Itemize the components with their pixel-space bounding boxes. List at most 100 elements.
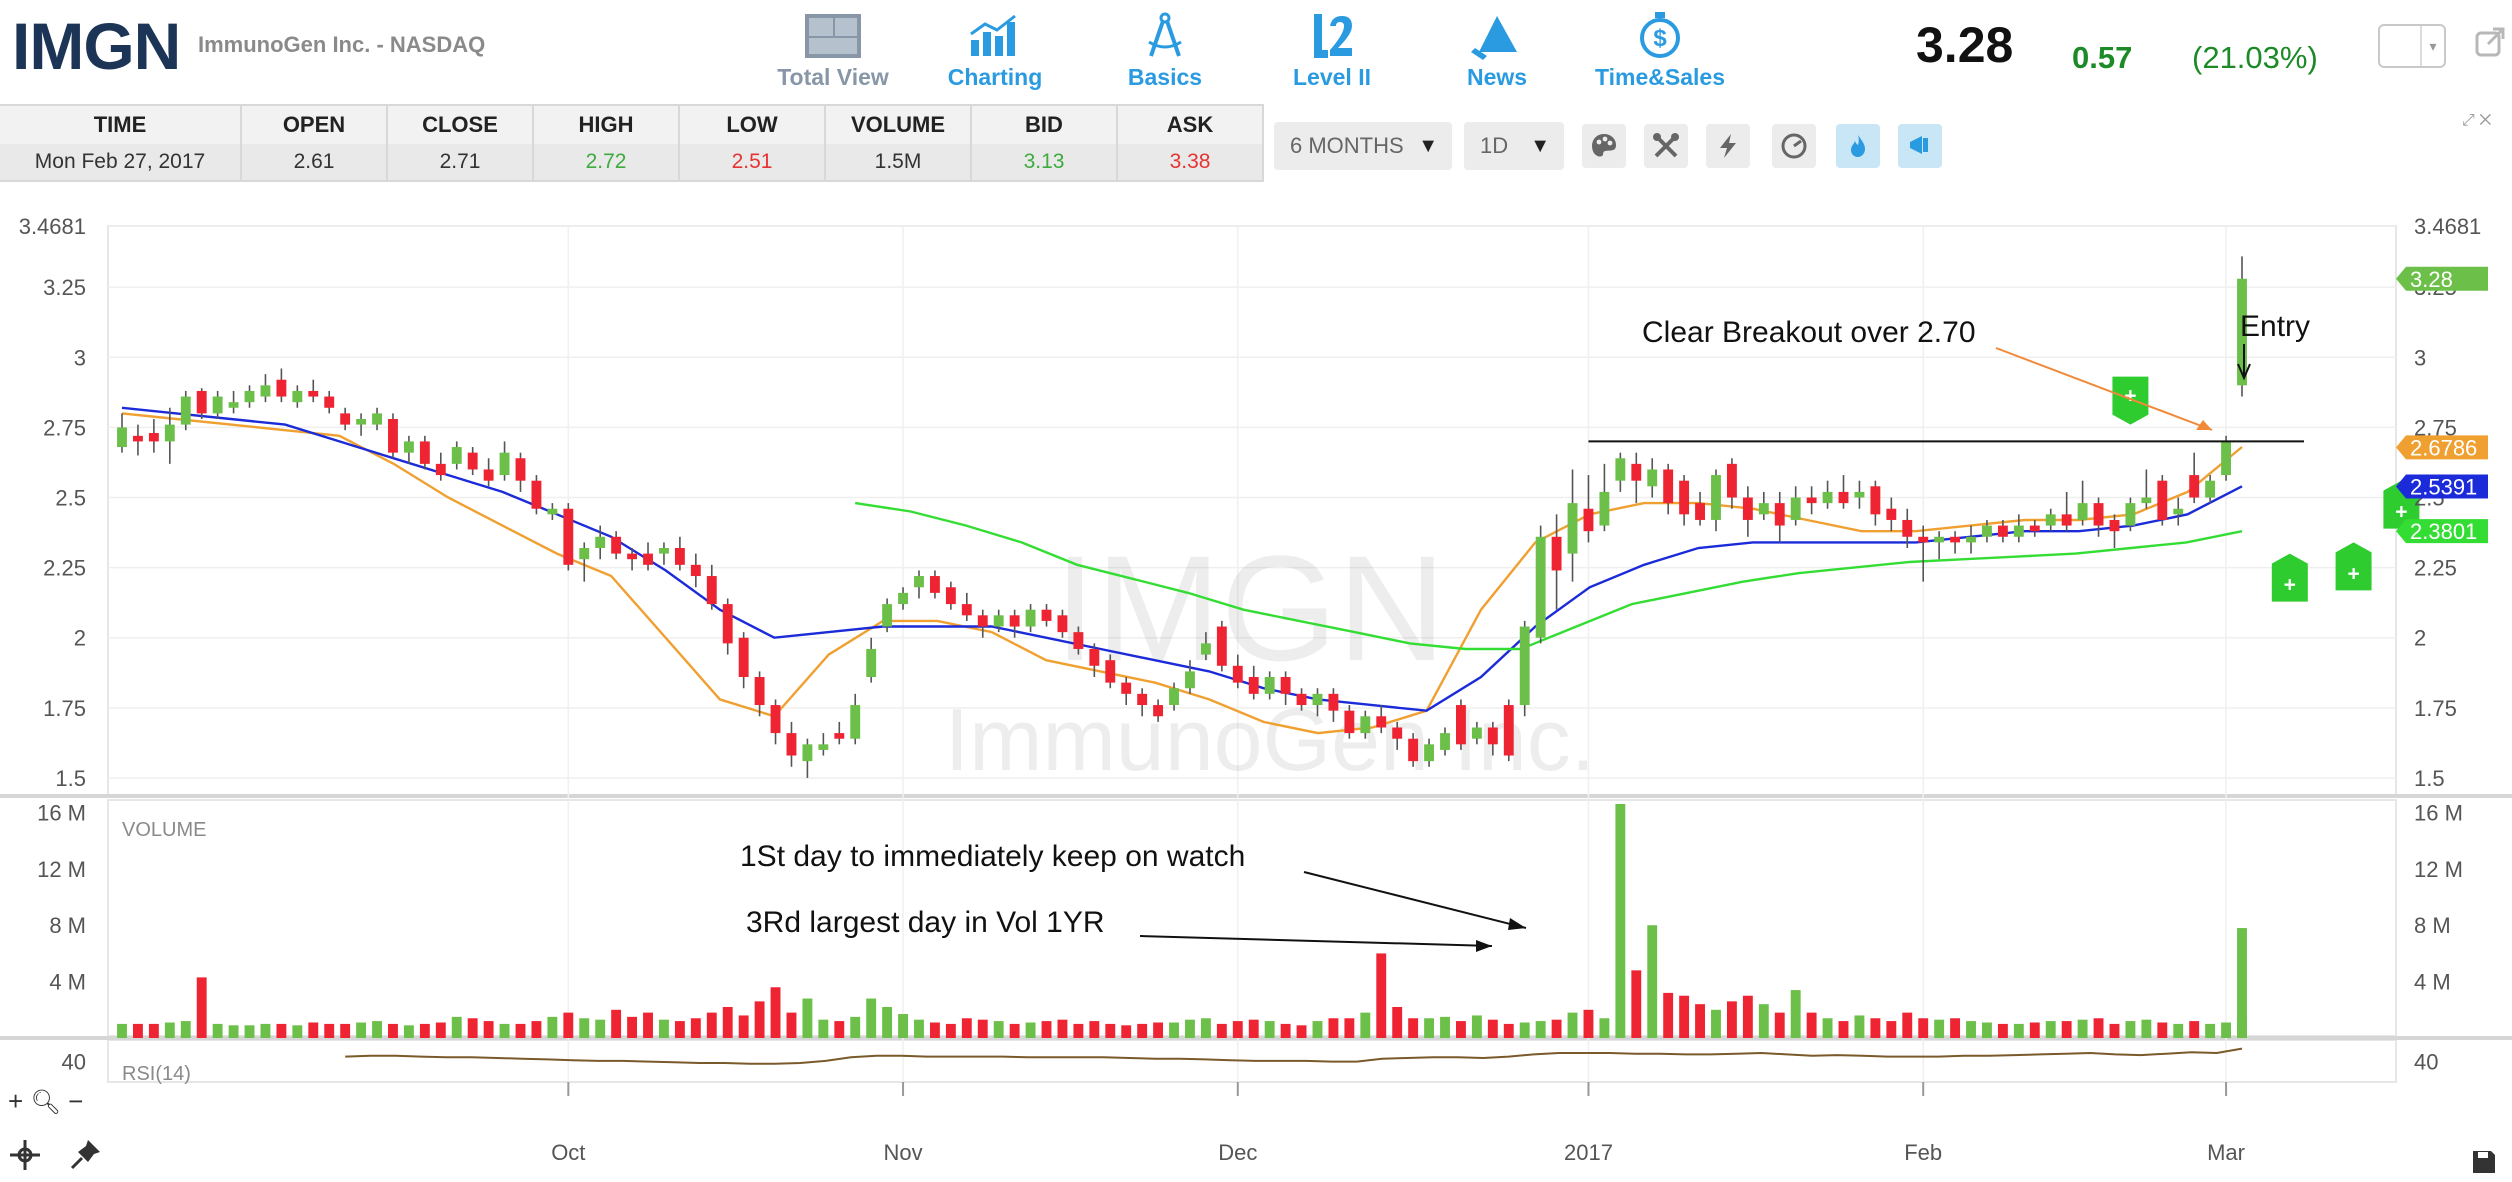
- nav-time-sales[interactable]: $ Time&Sales: [1585, 12, 1735, 91]
- volume-bar: [435, 1022, 446, 1038]
- move-icon[interactable]: [8, 1138, 42, 1172]
- candle: [1216, 620, 1227, 672]
- volume-bar: [579, 1018, 590, 1038]
- candle-body: [2221, 441, 2232, 476]
- megaphone-icon: [1471, 16, 1517, 60]
- price-tag-label: 3.28: [2410, 267, 2453, 292]
- volume-tick-right: 4 M: [2414, 970, 2451, 995]
- nav-charting[interactable]: Charting: [920, 12, 1070, 91]
- price-tick-right: 1.75: [2414, 696, 2457, 721]
- candle-body: [993, 615, 1004, 627]
- volume-bar: [1647, 925, 1658, 1038]
- signal-badge-shape: [2112, 376, 2149, 425]
- candle-body: [1886, 508, 1897, 520]
- close-icon[interactable]: ✕: [2479, 112, 2492, 129]
- speed-button[interactable]: [1772, 124, 1816, 168]
- candle-body: [1551, 536, 1562, 571]
- stock-chart[interactable]: IMGN ImmunoGen Inc. Clear Breakout over …: [0, 180, 2512, 1180]
- candle-body: [292, 390, 303, 403]
- volume-bar: [308, 1022, 319, 1038]
- cell-high: 2.72: [533, 144, 680, 182]
- volume-bar: [850, 1016, 861, 1038]
- volume-bar: [2125, 1021, 2136, 1038]
- candle-body: [1631, 463, 1642, 481]
- magnifier-icon[interactable]: 🔍︎: [30, 1089, 61, 1116]
- volume-bar: [132, 1023, 143, 1038]
- nav-total-view[interactable]: Total View: [758, 12, 908, 91]
- volume-bar: [1105, 1023, 1116, 1038]
- candle: [1966, 525, 1976, 554]
- nav-news[interactable]: News: [1422, 12, 1572, 91]
- candle-body: [483, 469, 494, 481]
- price-change-percent: (21.03%): [2192, 40, 2318, 75]
- alerts-button[interactable]: [1898, 124, 1942, 168]
- pin-icon[interactable]: [68, 1138, 102, 1172]
- cell-open: 2.61: [241, 144, 388, 182]
- candle-body: [2157, 480, 2168, 520]
- first-day-arrowhead: [1508, 918, 1526, 930]
- watermark-company: ImmunoGen Inc.: [945, 690, 1596, 789]
- layout-selector[interactable]: ▾: [2378, 24, 2446, 68]
- palette-button[interactable]: [1582, 124, 1626, 168]
- events-button[interactable]: [1706, 124, 1750, 168]
- time-tick-label: Oct: [551, 1140, 585, 1165]
- price-tag-label: 2.5391: [2410, 475, 2477, 500]
- candle-body: [2237, 278, 2247, 386]
- candle: [467, 447, 478, 476]
- volume-bar: [563, 1012, 574, 1038]
- panel-corner-icons: ⤢ ✕: [2462, 112, 2491, 130]
- volume-bar: [961, 1018, 972, 1038]
- tools-button[interactable]: [1644, 124, 1688, 168]
- zoom-in-icon[interactable]: +: [8, 1086, 24, 1116]
- candle-body: [1487, 727, 1498, 745]
- candle: [1615, 452, 1626, 492]
- candle: [1854, 480, 1865, 509]
- volume-bar: [802, 998, 813, 1038]
- hot-button[interactable]: [1836, 124, 1880, 168]
- grid-icon: [805, 14, 861, 58]
- candle-body: [1280, 677, 1291, 694]
- candle: [388, 413, 398, 459]
- zoom-out-icon[interactable]: −: [68, 1086, 84, 1116]
- candle: [212, 390, 223, 419]
- volume-bar: [643, 1012, 653, 1038]
- caret-down-icon: ▼: [1530, 135, 1550, 157]
- candle: [2173, 497, 2184, 526]
- candle: [1758, 491, 1769, 520]
- candle-body: [1997, 525, 2008, 537]
- candle: [1918, 525, 1929, 582]
- popout-icon[interactable]: [2474, 26, 2506, 58]
- nav-basics[interactable]: Basics: [1090, 12, 1240, 91]
- nav-level-ii[interactable]: Level II: [1257, 12, 1407, 91]
- candle-body: [914, 576, 924, 588]
- volume-bar: [1137, 1023, 1148, 1038]
- candle-body: [1312, 693, 1323, 706]
- candle: [292, 385, 303, 408]
- bar-chart-icon: [970, 14, 1016, 56]
- volume-bar: [1216, 1023, 1227, 1038]
- rsi-line: [345, 1047, 2243, 1065]
- candle: [770, 699, 781, 745]
- range-dropdown[interactable]: 6 MONTHS ▼: [1274, 122, 1452, 170]
- interval-dropdown[interactable]: 1D ▼: [1464, 122, 1564, 170]
- candle: [1950, 531, 1961, 554]
- candle-body: [547, 508, 558, 515]
- expand-icon[interactable]: ⤢: [2462, 112, 2475, 129]
- candle-body: [1073, 632, 1084, 649]
- volume-bar: [467, 1018, 478, 1038]
- volume-bar: [1456, 1021, 1466, 1038]
- chevron-down-icon: ▾: [2420, 26, 2444, 66]
- candle-body: [2173, 508, 2184, 515]
- price-tag: [2396, 266, 2488, 291]
- save-icon[interactable]: [2470, 1148, 2498, 1176]
- candle-body: [1153, 705, 1164, 717]
- candle: [643, 542, 653, 571]
- first-day-arrow: [1303, 871, 1527, 929]
- entry-arrowhead: [2237, 363, 2251, 381]
- candle: [1392, 721, 1403, 750]
- watermark-layer: IMGN ImmunoGen Inc.: [945, 524, 1596, 789]
- candle: [1121, 677, 1132, 706]
- volume-bar: [1567, 1012, 1578, 1038]
- volume-bar: [1663, 992, 1674, 1038]
- candle: [180, 390, 191, 431]
